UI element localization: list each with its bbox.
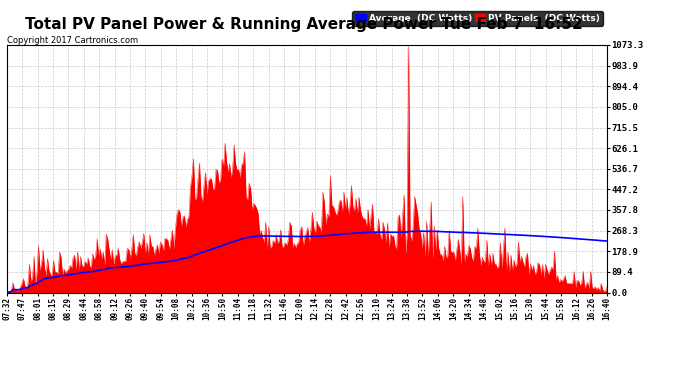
Legend: Average  (DC Watts), PV Panels  (DC Watts): Average (DC Watts), PV Panels (DC Watts) [353, 11, 602, 26]
Text: Total PV Panel Power & Running Average Power Tue Feb 7  16:52: Total PV Panel Power & Running Average P… [25, 17, 582, 32]
Text: Copyright 2017 Cartronics.com: Copyright 2017 Cartronics.com [7, 36, 138, 45]
